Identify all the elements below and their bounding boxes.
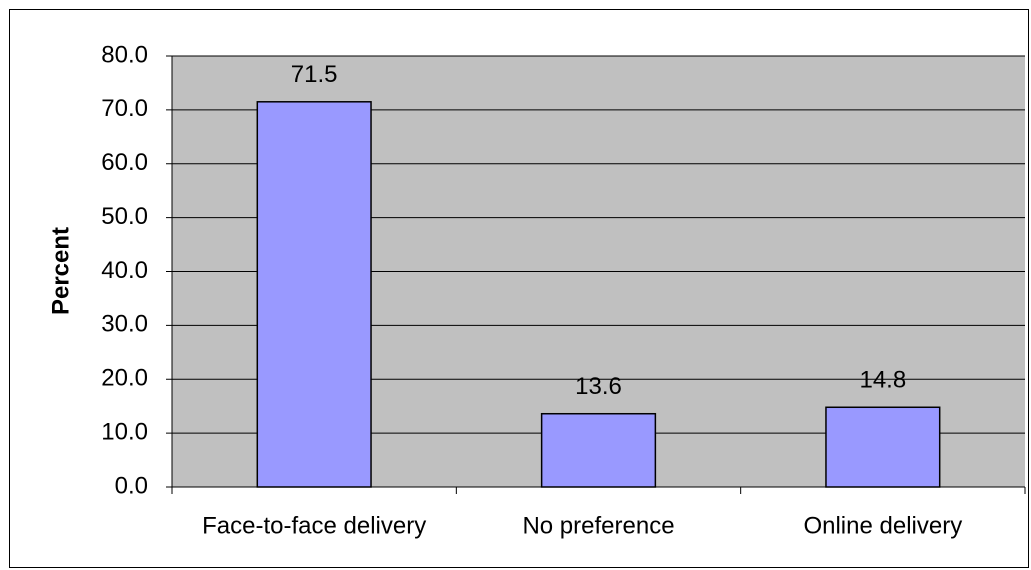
bar [540, 412, 657, 488]
y-tick-label: 70.0 [101, 95, 148, 122]
data-label: 13.6 [575, 373, 622, 400]
data-label: 71.5 [291, 61, 338, 88]
y-tick-label: 60.0 [101, 149, 148, 176]
data-label: 14.8 [859, 367, 906, 394]
y-axis-title: Percent [47, 227, 74, 315]
y-tick-label: 40.0 [101, 257, 148, 284]
y-tick-label: 50.0 [101, 203, 148, 230]
x-tick-label: No preference [522, 512, 674, 539]
y-tick-label: 20.0 [101, 365, 148, 392]
x-tick-label: Face-to-face delivery [202, 512, 426, 539]
y-tick-label: 0.0 [115, 472, 148, 499]
bar [256, 101, 372, 488]
y-tick-label: 30.0 [101, 311, 148, 338]
y-tick-label: 10.0 [101, 418, 148, 445]
y-tick-label: 80.0 [101, 41, 148, 68]
x-tick-label: Online delivery [803, 512, 962, 539]
bar [825, 406, 941, 488]
